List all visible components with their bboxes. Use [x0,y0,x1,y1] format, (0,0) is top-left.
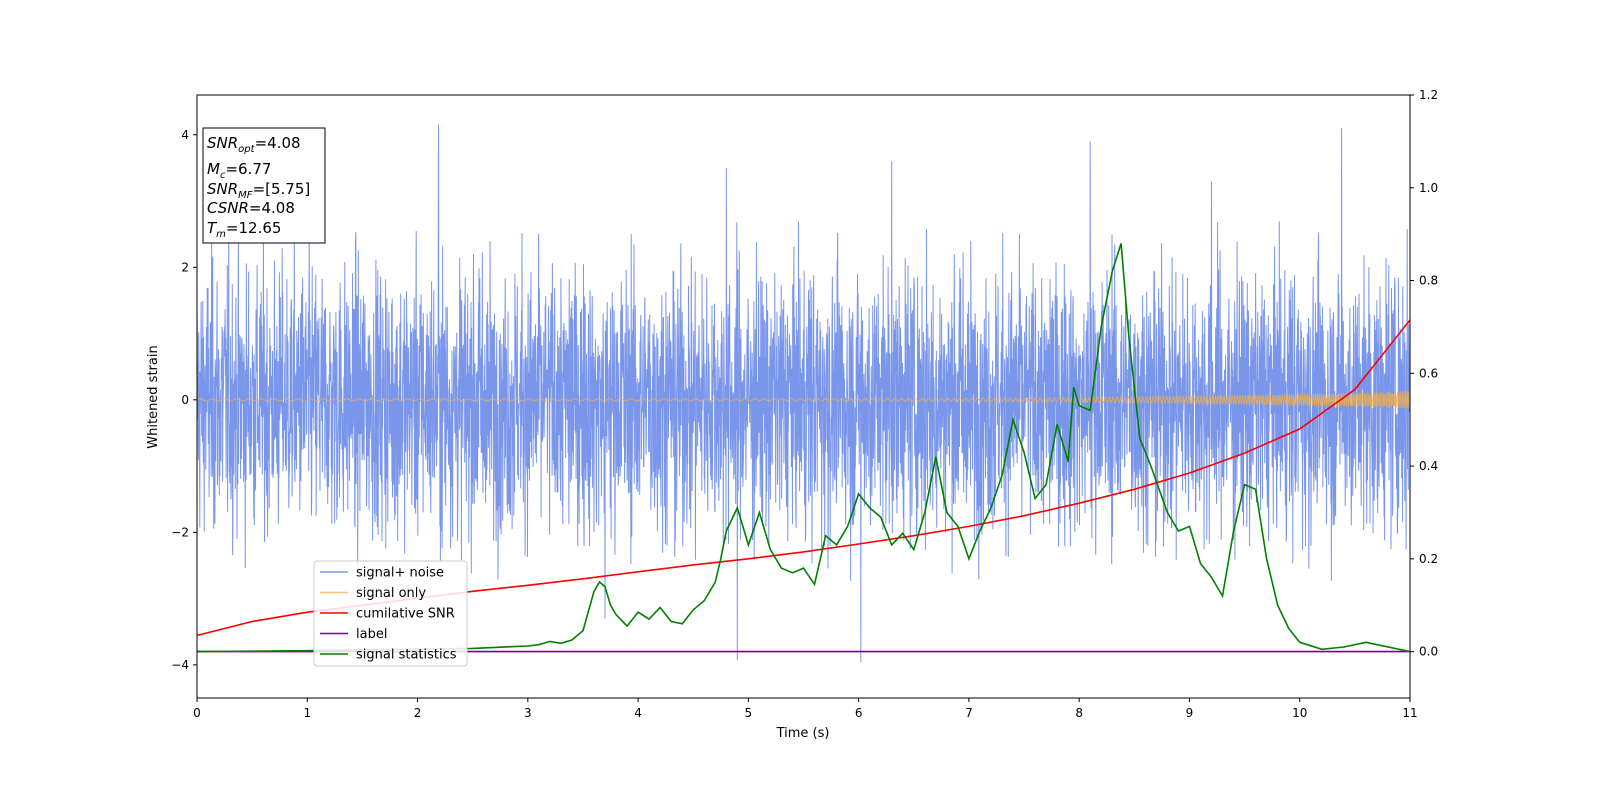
legend-label-cumilative-snr: cumilative SNR [356,607,455,622]
annotation-line: CSNR=4.08 [207,199,295,217]
legend-label-signal-noise: signal+ noise [356,566,444,581]
series-signal-only-line [197,391,1410,409]
x-tick-label: 8 [1075,706,1083,720]
x-tick-label: 2 [414,706,422,720]
x-tick-label: 6 [855,706,863,720]
x-axis: 0 1 2 3 4 5 6 7 8 9 10 11 [193,698,1418,720]
x-tick-label: 5 [745,706,753,720]
y2-tick-label: 1.0 [1419,181,1438,195]
x-tick-label: 3 [524,706,532,720]
series-signal-statistics-line [197,243,1410,653]
y-tick-label: 4 [181,128,189,142]
y-tick-label: −2 [171,525,189,539]
annotation-line: Tm=12.65 [207,219,281,240]
x-tick-label: 9 [1186,706,1194,720]
legend-label-label: label [356,627,387,642]
x-tick-label: 11 [1402,706,1417,720]
y-axis-right: 0.0 0.2 0.4 0.6 0.8 1.0 1.2 [1410,88,1438,659]
annotation-line: Mc=6.77 [207,160,271,181]
y-axis-left: −4 −2 0 2 4 [171,128,197,672]
x-tick-label: 7 [965,706,973,720]
annotation-line: SNRMF=[5.75] [207,180,310,201]
x-tick-label: 10 [1292,706,1307,720]
annotation-line: SNRopt=4.08 [207,134,301,155]
y2-tick-label: 0.0 [1419,645,1438,659]
y2-tick-label: 1.2 [1419,88,1438,102]
legend-label-signal-statistics: signal statistics [356,648,457,663]
legend-label-signal-only: signal only [356,586,426,601]
y2-tick-label: 0.2 [1419,552,1438,566]
annotation-frame [202,127,326,244]
y2-tick-label: 0.6 [1419,366,1438,380]
plot-frame [196,94,1411,699]
y-axis-label: Whitened strain [146,345,161,448]
x-tick-label: 0 [193,706,201,720]
y-tick-label: 0 [181,393,189,407]
y-tick-label: 2 [181,260,189,274]
y2-tick-label: 0.8 [1419,274,1438,288]
y-tick-label: −4 [171,658,189,672]
y2-tick-label: 0.4 [1419,459,1438,473]
x-axis-label: Time (s) [776,726,830,741]
legend-frame [313,560,468,667]
legend: signal+ noise signal only cumilative SNR la… [313,560,468,667]
x-tick-label: 4 [634,706,642,720]
x-tick-label: 1 [303,706,311,720]
